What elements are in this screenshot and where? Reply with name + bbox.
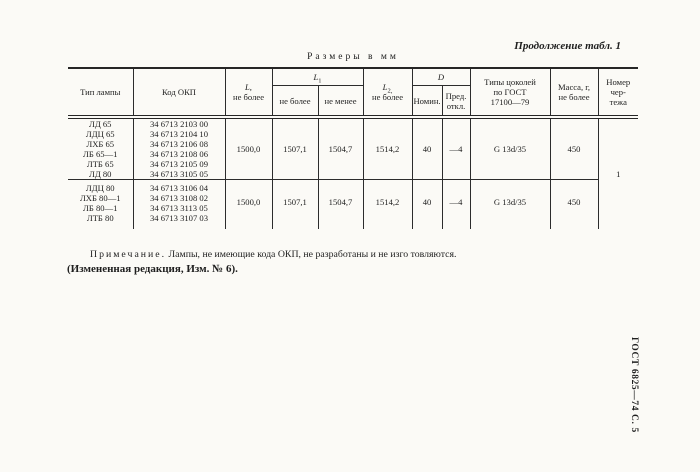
- col-header-mass: Масса, г, не более: [550, 68, 599, 119]
- L1-max-value-cell: 1507,1: [272, 117, 319, 180]
- L-value-cell: 1500,0: [225, 117, 273, 180]
- L2-condition: не более: [371, 92, 404, 102]
- mass-value-cell: 450: [550, 179, 599, 229]
- D-deviation-value-cell: —4: [442, 117, 471, 180]
- lamp-type-cell: ЛД 65 ЛДЦ 65 ЛХБ 65 ЛБ 65—1 ЛТБ 65 ЛД 80: [68, 117, 134, 180]
- col-header-L: L, не более: [225, 68, 273, 119]
- footnote-label: Примечание.: [90, 249, 167, 260]
- lamp-type-line: ЛД 80: [89, 169, 112, 179]
- L1-max-value-cell: 1507,1: [272, 179, 319, 229]
- lamp-type-cell: ЛДЦ 80 ЛХБ 80—1 ЛБ 80—1 ЛТБ 80: [68, 179, 134, 229]
- okp-code-line: 34 6713 3108 02: [149, 193, 208, 203]
- lamp-dimensions-table: Тип лампы Код ОКП L, не более L1 L2, не бо…: [68, 67, 638, 229]
- L1-subscript: 1: [318, 77, 322, 85]
- drawing-number-cell: 1: [616, 169, 621, 179]
- L-value-cell: 1500,0: [225, 179, 273, 229]
- lamp-dimensions-table-wrap: Тип лампы Код ОКП L, не более L1 L2, не бо…: [68, 67, 638, 229]
- okp-code-cell: 34 6713 2103 00 34 6713 2104 10 34 6713 …: [133, 117, 226, 180]
- L2-symbol: L: [382, 82, 388, 92]
- units-title: Размеры в мм: [307, 52, 399, 62]
- okp-code-line: 34 6713 2106 08: [149, 139, 208, 149]
- D-deviation-value-cell: —4: [442, 179, 471, 229]
- table-row-group-65: ЛД 65 ЛДЦ 65 ЛХБ 65 ЛБ 65—1 ЛТБ 65 ЛД 80…: [68, 117, 638, 180]
- header-row-groups: Тип лампы Код ОКП L, не более L1 L2, не бо…: [68, 68, 638, 119]
- subheader-L1-max: не более: [272, 85, 319, 119]
- L1-min-value-cell: 1504,7: [318, 179, 364, 229]
- group-header-D: D: [412, 68, 471, 86]
- subheader-D-deviation: Пред. откл.: [442, 85, 471, 119]
- col-header-lamp-type: Тип лампы: [68, 68, 134, 119]
- revision-note: (Измененная редакция, Изм. № 6).: [67, 263, 238, 275]
- okp-code-cell: 34 6713 3106 04 34 6713 3108 02 34 6713 …: [133, 179, 226, 229]
- L1-min-value-cell: 1504,7: [318, 117, 364, 180]
- col-header-socket-type: Типы цоколей по ГОСТ 17100—79: [470, 68, 551, 119]
- gost-side-label: ГОСТ 6825—74 С. 5: [629, 337, 639, 433]
- L1-symbol: L: [313, 72, 319, 82]
- okp-code-line: 34 6713 2108 06: [149, 149, 208, 159]
- D-nominal-value-cell: 40: [412, 179, 443, 229]
- okp-code-line: 34 6713 3107 03: [149, 213, 208, 223]
- okp-code-line: 34 6713 3106 04: [149, 183, 208, 193]
- lamp-type-line: ЛДЦ 65: [85, 129, 115, 139]
- col-header-drawing-number: Номер чер- тежа: [598, 68, 638, 119]
- L-symbol: L,: [245, 82, 252, 92]
- subheader-L1-min: не менее: [318, 85, 364, 119]
- okp-code-line: 34 6713 3113 05: [150, 203, 208, 213]
- footnote: Примечание. Лампы, не имеющие кода ОКП, …: [90, 249, 456, 260]
- lamp-type-line: ЛХБ 80—1: [79, 193, 121, 203]
- socket-type-value-cell: G 13d/35: [470, 117, 551, 180]
- D-symbol: D: [437, 72, 445, 82]
- lamp-type-line: ЛБ 65—1: [83, 149, 118, 159]
- mass-value-cell: 450: [550, 117, 599, 180]
- lamp-type-line: ЛД 65: [89, 119, 112, 129]
- D-nominal-value-cell: 40: [412, 117, 443, 180]
- socket-type-value-cell: G 13d/35: [470, 179, 551, 229]
- header-row-subcolumns: не более не менее Номин. Пред. откл.: [68, 85, 638, 119]
- col-header-okp-code: Код ОКП: [133, 68, 226, 119]
- lamp-type-line: ЛБ 80—1: [83, 203, 118, 213]
- lamp-type-line: ЛХБ 65: [86, 139, 115, 149]
- group-header-L1: L1: [272, 68, 364, 86]
- lamp-type-line: ЛТБ 80: [86, 213, 114, 223]
- okp-code-line: 34 6713 2105 09: [149, 159, 208, 169]
- okp-code-line: 34 6713 3105 05: [149, 169, 208, 179]
- okp-code-line: 34 6713 2104 10: [149, 129, 208, 139]
- subheader-D-nominal: Номин.: [412, 85, 443, 119]
- col-header-L2: L2, не более: [363, 68, 413, 119]
- table-continuation-caption: Продолжение табл. 1: [514, 40, 621, 52]
- L2-value-cell: 1514,2: [363, 117, 413, 180]
- lamp-type-line: ЛТБ 65: [86, 159, 114, 169]
- lamp-type-line: ЛДЦ 80: [85, 183, 115, 193]
- table-row-group-80: ЛДЦ 80 ЛХБ 80—1 ЛБ 80—1 ЛТБ 80 34 6713 3…: [68, 179, 638, 229]
- okp-code-line: 34 6713 2103 00: [149, 119, 208, 129]
- footnote-text: Лампы, не имеющие кода ОКП, не разработа…: [166, 249, 457, 260]
- L-condition: не более: [232, 92, 265, 102]
- L2-value-cell: 1514,2: [363, 179, 413, 229]
